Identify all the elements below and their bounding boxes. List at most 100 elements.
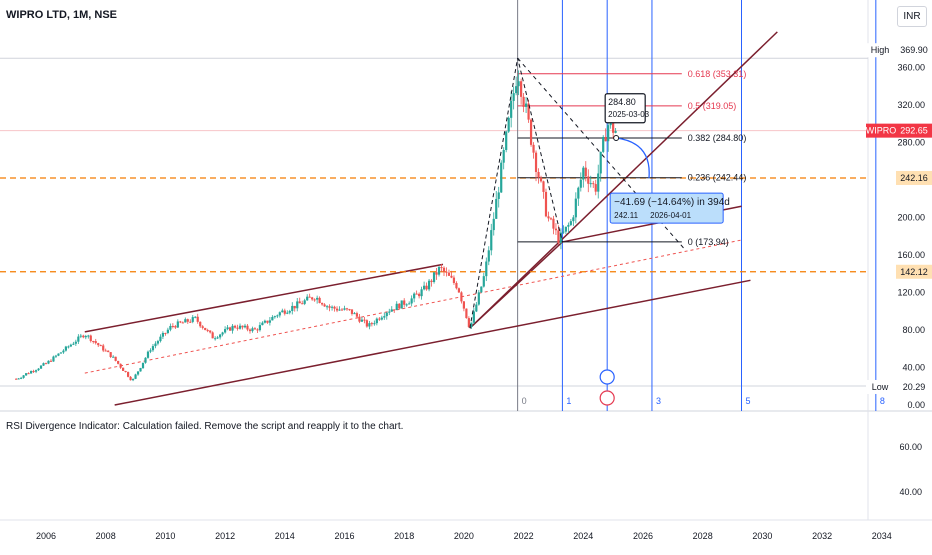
projection-sub-left: 242.11 (614, 211, 638, 220)
candle-body (211, 332, 214, 339)
candle-body (243, 325, 247, 328)
candle-body (537, 171, 540, 178)
candle-body (119, 363, 122, 368)
candle-body (149, 350, 152, 352)
channel-top-line[interactable] (84, 263, 444, 333)
candle-body (398, 303, 401, 309)
candle-body (84, 335, 87, 338)
candle-body (445, 271, 448, 273)
candle-body (418, 293, 421, 297)
candle-body (174, 326, 177, 328)
candle-body (271, 316, 274, 321)
candle-body (420, 289, 423, 297)
candle-body (529, 119, 533, 145)
candle-body (64, 346, 67, 351)
x-axis-tick-label: 2016 (334, 531, 354, 541)
candle-body (139, 368, 142, 372)
rsi-axis-tick-label: 40.00 (899, 487, 922, 497)
candle-body (385, 312, 388, 317)
candle-body (17, 378, 20, 380)
candle-body (587, 176, 590, 184)
x-axis-tick-label: 2014 (275, 531, 295, 541)
candle-body (542, 181, 545, 192)
x-axis-tick-label: 2034 (872, 531, 892, 541)
candle-body (166, 329, 169, 333)
fib-level-label: 0.5 (319.05) (688, 101, 737, 111)
candle-body (408, 303, 411, 305)
candle-body (465, 308, 468, 319)
candle-body (557, 230, 560, 243)
candle-body (353, 313, 356, 315)
projection-box[interactable] (609, 192, 724, 224)
trend-line-base[interactable] (469, 241, 563, 329)
candle-body (442, 267, 446, 272)
candle-body (169, 325, 172, 330)
candle-body (462, 301, 465, 309)
candle-body (209, 330, 212, 333)
y-axis-tick-label: 360.00 (897, 63, 925, 73)
candle-body (432, 272, 436, 283)
candle-body (246, 325, 249, 330)
candle-body (39, 365, 43, 369)
candle-body (360, 319, 364, 322)
candle-body (258, 325, 262, 331)
x-axis-tick-label: 2012 (215, 531, 235, 541)
x-axis-tick-label: 2006 (36, 531, 56, 541)
candle-body (612, 121, 615, 133)
cycle-label: 0 (522, 396, 527, 406)
low-value: 20.29 (903, 382, 926, 392)
candle-body (22, 375, 25, 378)
candle-body (350, 309, 354, 314)
candle-body (437, 267, 441, 275)
dividend-marker-icon[interactable] (599, 390, 615, 406)
candle-body (251, 328, 254, 332)
candle-body (512, 93, 515, 101)
high-value: 369.90 (900, 45, 928, 55)
add-marker-icon[interactable] (599, 369, 615, 385)
currency-button[interactable]: INR (897, 6, 927, 27)
y-axis-tick-label: 200.00 (897, 213, 925, 223)
candle-body (378, 318, 381, 320)
candle-body (201, 326, 204, 328)
candle-body (15, 378, 18, 380)
level-b-value: 142.12 (900, 267, 928, 277)
candle-body (534, 152, 538, 172)
level-a-value: 242.16 (900, 173, 928, 183)
candle-body (564, 226, 567, 232)
candle-body (567, 224, 570, 227)
candle-body (308, 296, 311, 298)
candle-body (495, 198, 498, 219)
candle-body (423, 285, 426, 290)
candle-body (520, 81, 523, 97)
candle-body (383, 316, 386, 318)
candle-body (522, 96, 525, 107)
tooltip-anchor (613, 135, 620, 141)
candle-body (109, 352, 112, 357)
candle-body (184, 319, 187, 323)
cycle-label: 8 (880, 396, 885, 406)
candle-body (316, 297, 319, 300)
candle-body (134, 374, 137, 379)
candle-body (311, 297, 314, 300)
candle-body (524, 103, 528, 107)
candle-body (452, 277, 456, 283)
candle-body (159, 336, 162, 342)
candle-body (306, 296, 309, 301)
candle-body (574, 198, 577, 218)
channel-bottom-line[interactable] (114, 279, 751, 406)
chart-title: WIPRO LTD, 1M, NSE (6, 9, 118, 21)
candle-body (599, 151, 602, 174)
candle-body (52, 356, 55, 362)
candle-body (233, 325, 237, 328)
tooltip-date: 2025-03-03 (608, 110, 649, 119)
candle-body (485, 261, 488, 277)
candle-body (216, 337, 219, 339)
candle-body (592, 183, 595, 185)
candle-body (248, 329, 252, 332)
candle-body (146, 351, 150, 358)
candle-body (368, 323, 371, 327)
candle-body (72, 343, 75, 345)
candle-body (532, 144, 535, 153)
